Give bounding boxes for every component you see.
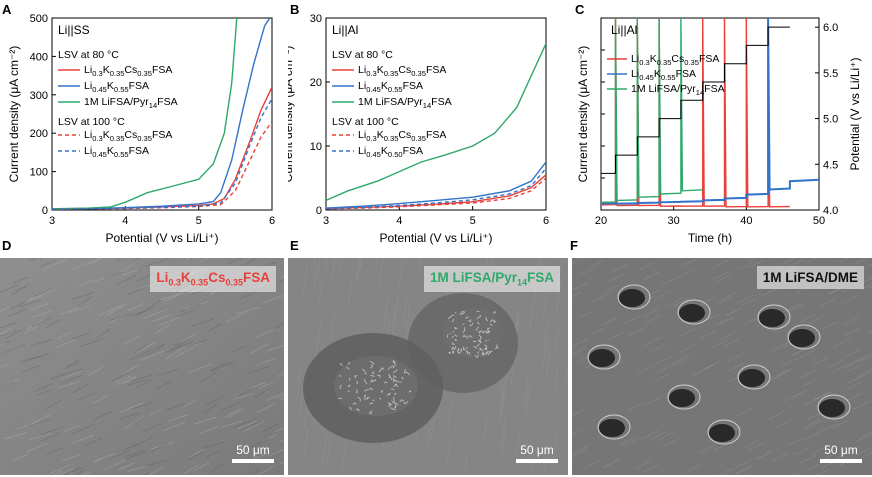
series-line-1	[326, 174, 546, 210]
chart-a: 3 4 5 6 0 100 200 300 400 500 Potential (V vs Li/L…	[7, 13, 275, 245]
panel-letter-c: C	[575, 2, 585, 17]
x-tick-label: 3	[49, 215, 55, 227]
panel-letter-f: F	[570, 238, 578, 253]
series-line-5	[326, 167, 546, 210]
series-line-2	[326, 161, 546, 209]
panel-title: Li||Al	[332, 23, 358, 37]
x-tick-label: 30	[668, 215, 680, 227]
panel-title: Li||Al	[611, 23, 637, 37]
x-tick-label: 4	[122, 215, 128, 227]
y-tick-label: 500	[30, 13, 48, 25]
x-tick-label: 6	[543, 215, 549, 227]
x-axis-label: Potential (V vs Li/Li⁺)	[379, 231, 492, 245]
panel-letter-a: A	[2, 2, 12, 17]
series-line-2	[52, 18, 271, 210]
potential-step-line	[601, 26, 790, 174]
legend-group-2: LSV at 100 °C	[332, 116, 399, 128]
panel-letter-e: E	[290, 238, 299, 253]
sem-image-e: 1M LiFSA/Pyr14FSA 50 μm	[288, 258, 568, 475]
y-tick-label: 300	[30, 90, 48, 102]
sem-label-d: Li0.3K0.35Cs0.35FSA	[150, 266, 276, 292]
x-tick-label: 6	[269, 215, 275, 227]
y2-tick-label: 5.0	[823, 114, 838, 126]
y2-tick-label: 5.5	[823, 68, 838, 80]
x-tick-label: 5	[196, 215, 202, 227]
legend-group-1: LSV at 80 °C	[58, 49, 119, 61]
scale-label-f: 50 μm	[824, 443, 858, 457]
sem-label-e: 1M LiFSA/Pyr14FSA	[423, 266, 560, 292]
legend-entry: 1M LiFSA/Pyr14FSA	[358, 96, 452, 110]
y-tick-label: 30	[310, 13, 322, 25]
series-line-4	[52, 121, 272, 210]
scale-bar-e: 50 μm	[516, 443, 558, 463]
y-tick-label: 10	[310, 141, 322, 153]
y-axis-label: Current density (μA cm⁻²)	[288, 46, 295, 183]
chart-c: 20 30 40 504.0 4.5 5.0 5.5 6.0 Time (h) Current d…	[576, 17, 862, 245]
y2-tick-label: 6.0	[823, 22, 838, 34]
scale-label-d: 50 μm	[236, 443, 270, 457]
legend-group-1: LSV at 80 °C	[332, 49, 393, 61]
y-tick-label: 100	[30, 167, 48, 179]
series-line-5	[52, 98, 272, 210]
legend-entry: Li0.3K0.35Cs0.35FSA	[84, 64, 172, 78]
sem-texture-d	[0, 258, 284, 475]
panel-letter-b: B	[290, 2, 300, 17]
y2-axis-label: Potential (V vs Li/Li⁺)	[848, 57, 862, 170]
series-line-1	[601, 18, 790, 208]
x-axis-label: Time (h)	[688, 231, 732, 245]
legend-group-2: LSV at 100 °C	[58, 116, 125, 128]
panel-title: Li||SS	[58, 23, 90, 37]
panel-letter-d: D	[2, 238, 12, 253]
plot-frame	[325, 17, 547, 211]
y-axis-label: Current density (μA cm⁻²)	[7, 46, 21, 183]
legend-entry: Li0.45K0.55FSA	[84, 80, 149, 94]
sem-image-f: 1M LiFSA/DME 50 μm	[572, 258, 872, 475]
y2-tick-label: 4.0	[823, 205, 838, 217]
y2-tick-label: 4.5	[823, 159, 838, 171]
x-tick-label: 40	[740, 215, 752, 227]
sem-image-d: Li0.3K0.35Cs0.35FSA 50 μm	[0, 258, 284, 475]
x-axis-label: Potential (V vs Li/Li⁺)	[105, 231, 218, 245]
series-line-2	[601, 18, 819, 205]
y-tick-label: 20	[310, 77, 322, 89]
legend-entry: 1M LiFSA/Pyr14FSA	[631, 83, 725, 97]
chart-b: 3 4 5 6 0 10 20 30 Potential (V vs Li/Li⁺) Curren…	[288, 13, 549, 245]
legend-entry: Li0.3K0.35Cs0.35FSA	[358, 129, 446, 143]
sem-texture-e	[288, 258, 568, 475]
y-axis-label: Current density (μA cm⁻²)	[576, 46, 590, 183]
plot-frame	[600, 17, 820, 211]
sem-label-f: 1M LiFSA/DME	[756, 266, 864, 289]
scale-bar-f: 50 μm	[820, 443, 862, 463]
legend-entry: 1M LiFSA/Pyr14FSA	[84, 96, 178, 110]
legend-entry: Li0.3K0.35Cs0.35FSA	[84, 129, 172, 143]
series-line-3	[326, 43, 546, 202]
plot-frame	[51, 17, 273, 211]
x-tick-label: 50	[813, 215, 825, 227]
legend-entry: Li0.45K0.55FSA	[84, 145, 149, 159]
x-tick-label: 20	[595, 215, 607, 227]
x-tick-label: 3	[323, 215, 329, 227]
scale-label-e: 50 μm	[520, 443, 554, 457]
y-tick-label: 200	[30, 128, 48, 140]
scale-bar-d: 50 μm	[232, 443, 274, 463]
x-tick-label: 5	[470, 215, 476, 227]
y-tick-label: 0	[316, 205, 322, 217]
sem-texture-f	[572, 258, 872, 475]
legend-entry: Li0.45K0.55FSA	[631, 68, 696, 82]
legend-entry: Li0.3K0.35Cs0.35FSA	[631, 53, 719, 67]
series-line-4	[326, 177, 546, 210]
series-line-3	[601, 18, 703, 203]
series-line-3	[52, 18, 238, 210]
y-tick-label: 400	[30, 51, 48, 63]
legend-entry: Li0.45K0.50FSA	[358, 145, 423, 159]
x-tick-label: 4	[396, 215, 402, 227]
y-tick-label: 0	[42, 205, 48, 217]
legend-entry: Li0.45K0.55FSA	[358, 80, 423, 94]
legend-entry: Li0.3K0.35Cs0.35FSA	[358, 64, 446, 78]
